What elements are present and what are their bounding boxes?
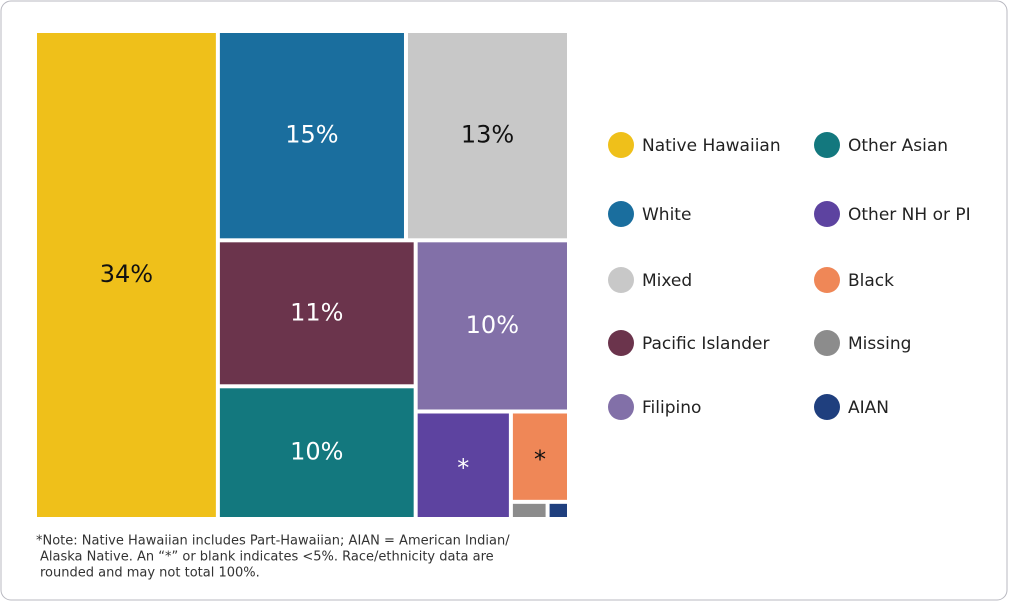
legend-label: White <box>642 205 691 225</box>
treemap-cell <box>417 413 509 517</box>
cell-label: 15% <box>285 121 338 149</box>
cell-label: 34% <box>100 260 153 288</box>
legend-label: Missing <box>848 334 911 354</box>
cell-label: 11% <box>290 298 343 326</box>
treemap-cell <box>219 388 414 517</box>
cell-label: * <box>534 446 546 474</box>
treemap-cell <box>549 503 567 517</box>
legend-swatch <box>814 201 840 227</box>
treemap-cell <box>417 242 567 410</box>
legend-label: Native Hawaiian <box>642 136 781 156</box>
legend-label: Other NH or PI <box>848 205 971 225</box>
legend-swatch <box>608 132 634 158</box>
cell-label: 13% <box>461 121 514 149</box>
treemap-cell <box>37 33 216 517</box>
legend-label: Filipino <box>642 398 701 418</box>
treemap-cell <box>512 503 546 517</box>
treemap-cell <box>512 413 567 500</box>
note-line: rounded and may not total 100%. <box>40 566 260 581</box>
treemap-cell <box>219 242 414 385</box>
legend-swatch <box>608 394 634 420</box>
legend-swatch <box>814 267 840 293</box>
legend-swatch <box>608 201 634 227</box>
cell-label: 10% <box>290 438 343 466</box>
legend-swatch <box>814 330 840 356</box>
cell-label: 10% <box>466 311 519 339</box>
treemap-cell <box>407 33 567 239</box>
legend-label: AIAN <box>848 398 889 418</box>
legend-swatch <box>814 394 840 420</box>
legend-swatch <box>814 132 840 158</box>
cell-label: * <box>457 454 469 482</box>
legend-label: Black <box>848 271 894 291</box>
treemap-cell <box>219 33 404 239</box>
note-line: *Note: Native Hawaiian includes Part-Haw… <box>36 534 510 549</box>
legend-swatch <box>608 330 634 356</box>
legend-label: Mixed <box>642 271 692 291</box>
legend-label: Pacific Islander <box>642 334 769 354</box>
legend-swatch <box>608 267 634 293</box>
legend-label: Other Asian <box>848 136 948 156</box>
note-line: Alaska Native. An “*” or blank indicates… <box>40 550 494 565</box>
